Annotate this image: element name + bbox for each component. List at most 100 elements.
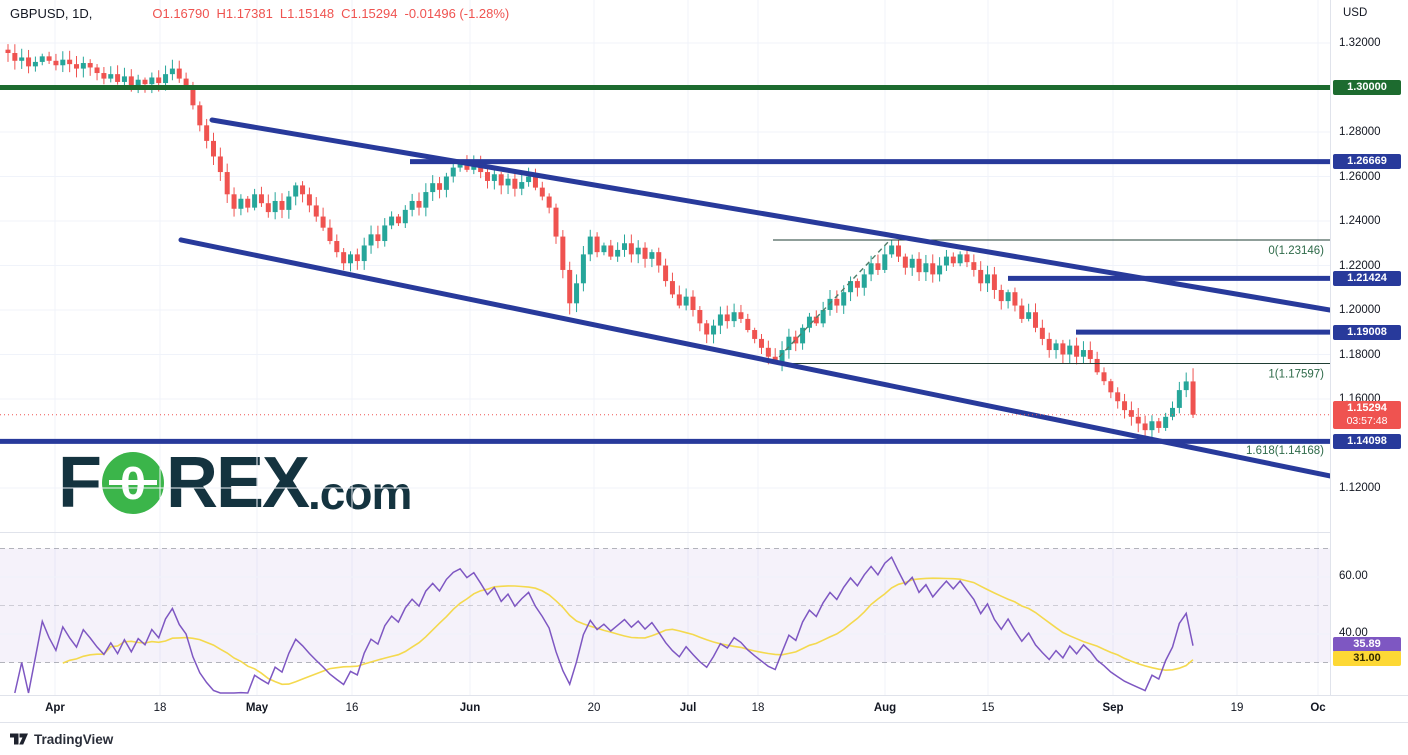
candle-body: [813, 316, 819, 324]
candle-body: [615, 249, 621, 257]
price-axis-label: 1.20000: [1339, 304, 1381, 316]
candle-body: [19, 57, 25, 61]
candle-body: [142, 79, 148, 85]
candle-body: [957, 254, 963, 264]
candle-body: [526, 176, 532, 183]
candle-body: [1080, 350, 1086, 357]
candle-body: [39, 56, 45, 62]
candle-body: [395, 216, 401, 224]
candle-body: [286, 196, 292, 210]
candle-body: [101, 73, 107, 79]
candle-body: [443, 176, 449, 190]
candle-body: [943, 256, 949, 266]
candle-body: [1176, 390, 1182, 408]
time-axis-tick: 16: [345, 702, 359, 714]
candle-body: [916, 258, 922, 273]
candle-body: [169, 68, 175, 75]
candle-body: [1156, 421, 1162, 428]
candle-body: [252, 194, 258, 208]
time-axis-tick: Apr: [45, 702, 65, 714]
price-axis[interactable]: USD 1.32000 1.28000 1.26000 1.24000 1.22000 1…: [1330, 0, 1408, 722]
rsi-indicator-pane[interactable]: [0, 532, 1330, 695]
candle-body: [724, 314, 730, 322]
candle-body: [539, 187, 545, 197]
rsi-band-fill: [0, 548, 1330, 663]
rsi-value-badge: 31.00: [1333, 651, 1401, 667]
candle-body: [841, 292, 847, 306]
candle-body: [389, 216, 395, 226]
channel-trendline: [178, 237, 1330, 479]
legend-close-value: C1.15294: [341, 6, 398, 21]
candle-body: [676, 294, 682, 306]
candle-body: [635, 247, 641, 255]
rsi-axis-label: 40.00: [1339, 627, 1368, 639]
candle-body: [546, 196, 552, 208]
candle-body: [163, 74, 169, 84]
candle-body: [745, 318, 751, 331]
candle-body: [176, 68, 182, 79]
candle-body: [430, 183, 436, 193]
candle-body: [765, 347, 771, 357]
tradingview-brand-text[interactable]: TradingView: [34, 731, 114, 747]
candle-body: [320, 216, 326, 228]
tradingview-logo-icon[interactable]: [10, 730, 28, 748]
price-axis-label: 1.28000: [1339, 126, 1381, 138]
candle-body: [1039, 327, 1045, 339]
rsi-smoothing-line: [62, 577, 1194, 686]
candle-body: [1087, 350, 1093, 359]
candle-body: [663, 265, 669, 282]
rsi-value-badge: 35.89: [1333, 637, 1401, 653]
candle-body: [450, 167, 456, 177]
time-axis[interactable]: Apr 18 May 16 Jun 20 Jul 18 Aug 15 Sep 19 Oc: [0, 695, 1408, 723]
candle-body: [1183, 381, 1189, 391]
candle-body: [1128, 410, 1134, 417]
watermark-text-f: F: [58, 443, 102, 523]
candle-body: [683, 296, 689, 306]
candle-body: [1019, 305, 1025, 319]
candle-body: [998, 289, 1004, 302]
candle-body: [861, 274, 867, 288]
candle-body: [505, 178, 511, 186]
candle-body: [409, 200, 415, 210]
price-axis-label: 1.26000: [1339, 170, 1381, 183]
candle-body: [854, 281, 860, 288]
price-level-badge: 1.14098: [1333, 433, 1401, 449]
time-axis-tick: May: [245, 702, 269, 714]
candle-body: [293, 185, 299, 197]
candle-body: [532, 176, 538, 188]
symbol-title[interactable]: GBPUSD, 1D,: [10, 6, 93, 21]
candle-body: [300, 185, 306, 195]
candle-body: [889, 245, 895, 255]
candle-body: [341, 252, 347, 264]
candle-body: [382, 225, 388, 242]
candle-body: [491, 174, 497, 181]
candle-body: [485, 172, 490, 181]
candle-body: [471, 164, 477, 170]
candle-body: [628, 243, 634, 255]
candle-body: [978, 269, 984, 284]
candle-body: [211, 140, 216, 157]
candle-body: [519, 182, 525, 189]
candle-body: [156, 77, 162, 84]
candle-body: [457, 163, 463, 168]
candle-body: [580, 254, 586, 284]
candle-body: [183, 78, 189, 86]
candle-body: [26, 57, 32, 67]
candle-body: [1108, 381, 1114, 393]
candle-body: [1170, 407, 1175, 417]
candle-body: [1094, 358, 1100, 373]
rsi-axis-label: 60.00: [1339, 570, 1368, 582]
candle-body: [950, 256, 956, 264]
price-pane-chart[interactable]: 0(1.23146) 1(1.17597) 1.618(1.14168): [0, 0, 1330, 532]
fib-level-label: 1(1.17597): [1268, 368, 1324, 380]
candle-body: [464, 163, 470, 170]
forex-com-watermark-logo: F 0 REX .com: [58, 443, 412, 523]
candle-body: [94, 67, 100, 74]
candle-body: [197, 105, 203, 126]
candle-body: [1122, 401, 1128, 411]
candle-body: [334, 241, 340, 253]
time-axis-tick: Oc: [1310, 702, 1326, 714]
candle-body: [238, 198, 244, 209]
candle-body: [964, 254, 970, 263]
current-price-badge: 1.15294 03:57:48: [1333, 401, 1401, 430]
